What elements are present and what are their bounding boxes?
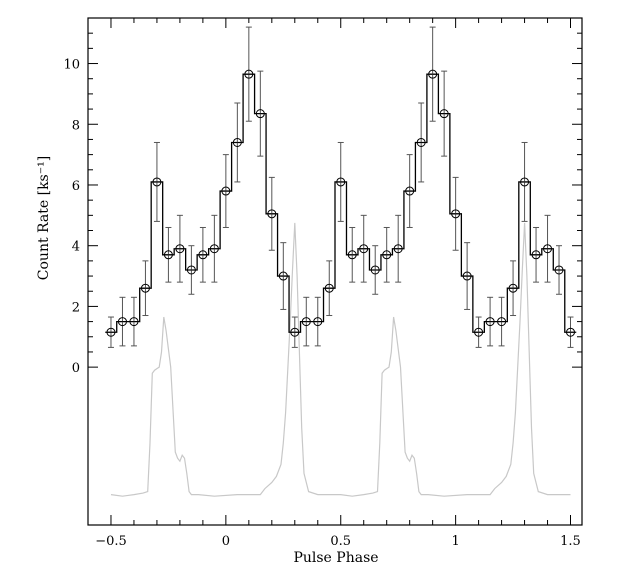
x-axis-label: Pulse Phase <box>293 550 378 566</box>
y-tick-label: 4 <box>72 240 80 255</box>
tick-layer: −0.5 0 0.5 1 1.5 0 2 4 6 8 10 <box>63 18 582 549</box>
y-tick-label: 6 <box>72 179 80 194</box>
errorbar-layer <box>107 26 574 348</box>
x-tick-label: 1 <box>451 534 459 549</box>
profile-line-segment-0 <box>110 222 571 497</box>
histogram-layer <box>105 73 577 333</box>
x-tick-label: 0 <box>222 534 230 549</box>
marker-layer <box>106 69 576 337</box>
x-tick-label: −0.5 <box>95 534 127 549</box>
plot-frame <box>87 17 583 526</box>
y-axis-label: Count Rate [ks⁻¹] <box>36 156 52 280</box>
x-tick-label: 0.5 <box>330 534 351 549</box>
y-tick-label: 10 <box>63 58 80 73</box>
y-tick-label: 0 <box>72 361 80 376</box>
x-tick-label: 1.5 <box>560 534 581 549</box>
profile-line-layer <box>110 222 571 497</box>
y-tick-label: 8 <box>72 118 80 133</box>
y-tick-label: 2 <box>72 300 80 315</box>
histogram-step-line <box>105 73 577 333</box>
